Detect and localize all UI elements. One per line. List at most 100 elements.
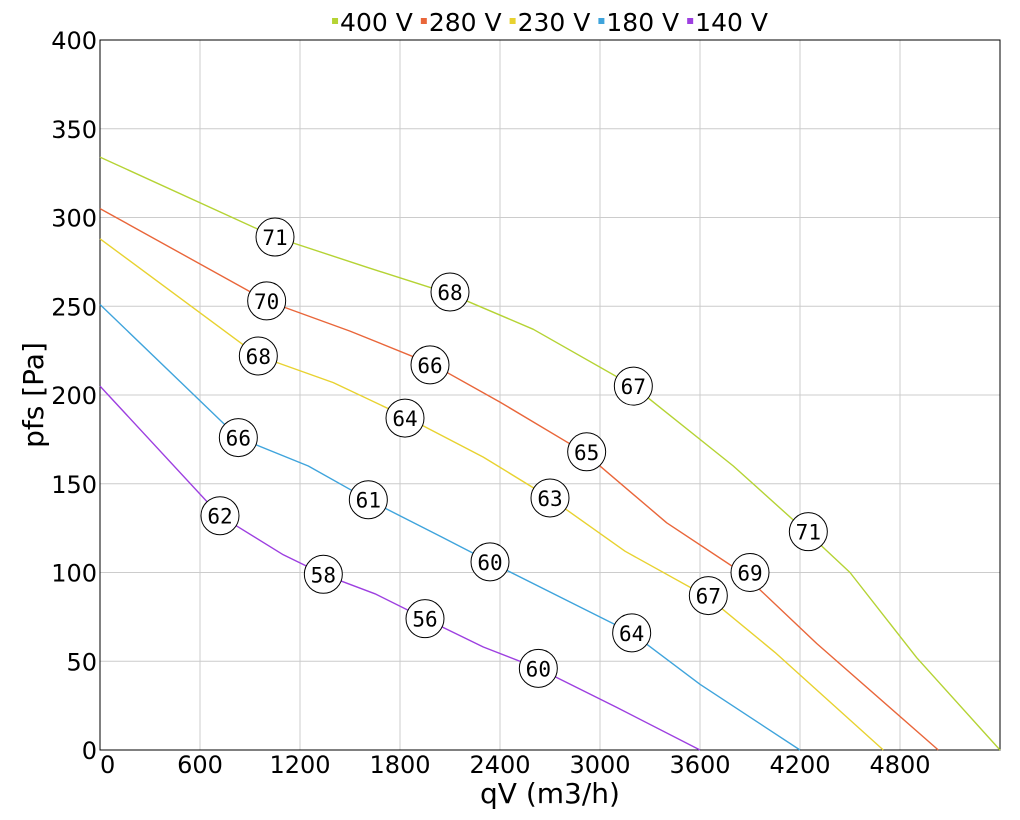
point-label: 60 [518,648,558,688]
point-label-text: 58 [311,563,336,587]
point-label-text: 61 [356,489,381,513]
legend-item[interactable]: 280 V [420,8,502,37]
legend-label: 180 V [606,8,679,37]
legend-swatch [509,18,516,24]
point-label-text: 71 [262,226,287,250]
point-label: 68 [238,336,278,376]
legend-swatch [598,18,605,24]
point-label: 71 [255,217,295,257]
point-label-text: 71 [796,521,821,545]
x-tick-label: 4800 [869,751,930,779]
point-label-text: 65 [574,441,599,465]
legend-item[interactable]: 230 V [509,8,591,37]
point-label: 61 [348,480,388,520]
point-label-circle [200,496,240,536]
point-labels: 71 68 67 71 70 66 65 69 68 64 63 67 66 61 60 64 62 58 56 60 [200,217,828,688]
point-label-circle [238,336,278,376]
point-label-circle [218,418,258,458]
point-label-circle [247,281,287,321]
legend-swatch [420,18,427,24]
point-label-text: 63 [537,487,562,511]
y-tick-label: 350 [51,116,97,144]
y-tick-label: 250 [51,293,97,321]
legend-item[interactable]: 180 V [598,8,679,37]
y-tick-label: 200 [51,382,97,410]
point-label-text: 64 [619,622,644,646]
point-label: 69 [730,553,770,592]
point-label: 68 [430,272,470,312]
legend-label: 280 V [429,8,502,37]
y-tick-label: 300 [51,205,97,233]
point-label-circle [385,398,425,438]
y-tick-label: 400 [51,27,97,55]
x-tick-label: 4200 [769,751,830,779]
point-label-text: 66 [226,427,251,451]
point-label-circle [303,554,343,594]
grid [99,39,1000,751]
x-tick-label: 2400 [469,751,530,779]
legend-swatch [687,18,694,24]
point-label-circle [730,553,770,592]
y-axis-title: pfs [Pa] [17,342,50,448]
legend-item[interactable]: 140 V [687,8,768,37]
y-tick-label: 50 [66,648,97,676]
point-label-circle [255,217,295,257]
point-label-text: 67 [621,375,646,399]
legend-item[interactable]: 400 V [332,8,413,37]
x-tick-label: 0 [100,751,115,779]
axis-ticks: 0 600 1200 1800 2400 3000 3600 4200 4800 0 50 100 15… [51,27,930,779]
point-label-text: 67 [696,585,721,609]
point-label-circle [470,542,510,582]
legend-swatch [332,18,339,24]
point-label-circle [530,478,570,518]
point-label-text: 60 [526,657,551,681]
point-label: 67 [688,576,728,616]
point-label: 64 [612,613,652,653]
legend[interactable]: 400 V 280 V 230 V 180 V 140 V [332,8,768,37]
point-label-circle [518,648,558,688]
point-label: 60 [470,542,510,582]
point-label: 66 [218,418,258,458]
x-tick-label: 3600 [669,751,730,779]
point-label-circle [788,512,828,552]
point-label-circle [430,272,470,312]
point-label-text: 66 [417,354,442,378]
point-label: 63 [530,478,570,518]
series-group [99,156,1001,751]
legend-label: 400 V [340,8,413,37]
point-label: 58 [303,554,343,594]
point-label-text: 69 [737,562,762,586]
point-label: 71 [788,512,828,552]
x-axis-title: qV (m3/h) [480,777,620,810]
point-label-circle [688,576,728,616]
point-label: 65 [567,432,607,472]
x-tick-label: 600 [177,751,223,779]
y-tick-label: 150 [51,471,97,499]
legend-label: 140 V [695,8,768,37]
series-line-230v [99,238,884,751]
point-label: 62 [200,496,240,536]
point-label-text: 68 [246,345,271,369]
point-label: 70 [247,281,287,321]
legend-label: 230 V [518,8,591,37]
point-label-circle [405,599,445,639]
series-line-280v [99,207,939,751]
x-tick-label: 1800 [369,751,430,779]
point-label: 64 [385,398,425,438]
series-line-140v [99,385,701,751]
point-label-text: 56 [412,608,437,632]
point-label-circle [348,480,388,520]
point-label-text: 62 [207,505,232,529]
point-label-text: 60 [477,551,502,575]
point-label-circle [612,613,652,653]
series-line-180v [99,303,801,751]
y-tick-label: 100 [51,560,97,588]
x-tick-label: 1200 [269,751,330,779]
point-label: 66 [410,345,450,385]
point-label-text: 70 [254,290,279,314]
plot-area-frame [99,39,1001,751]
point-label-circle [567,432,607,472]
point-label-text: 64 [392,407,417,431]
point-label-circle [613,366,653,406]
